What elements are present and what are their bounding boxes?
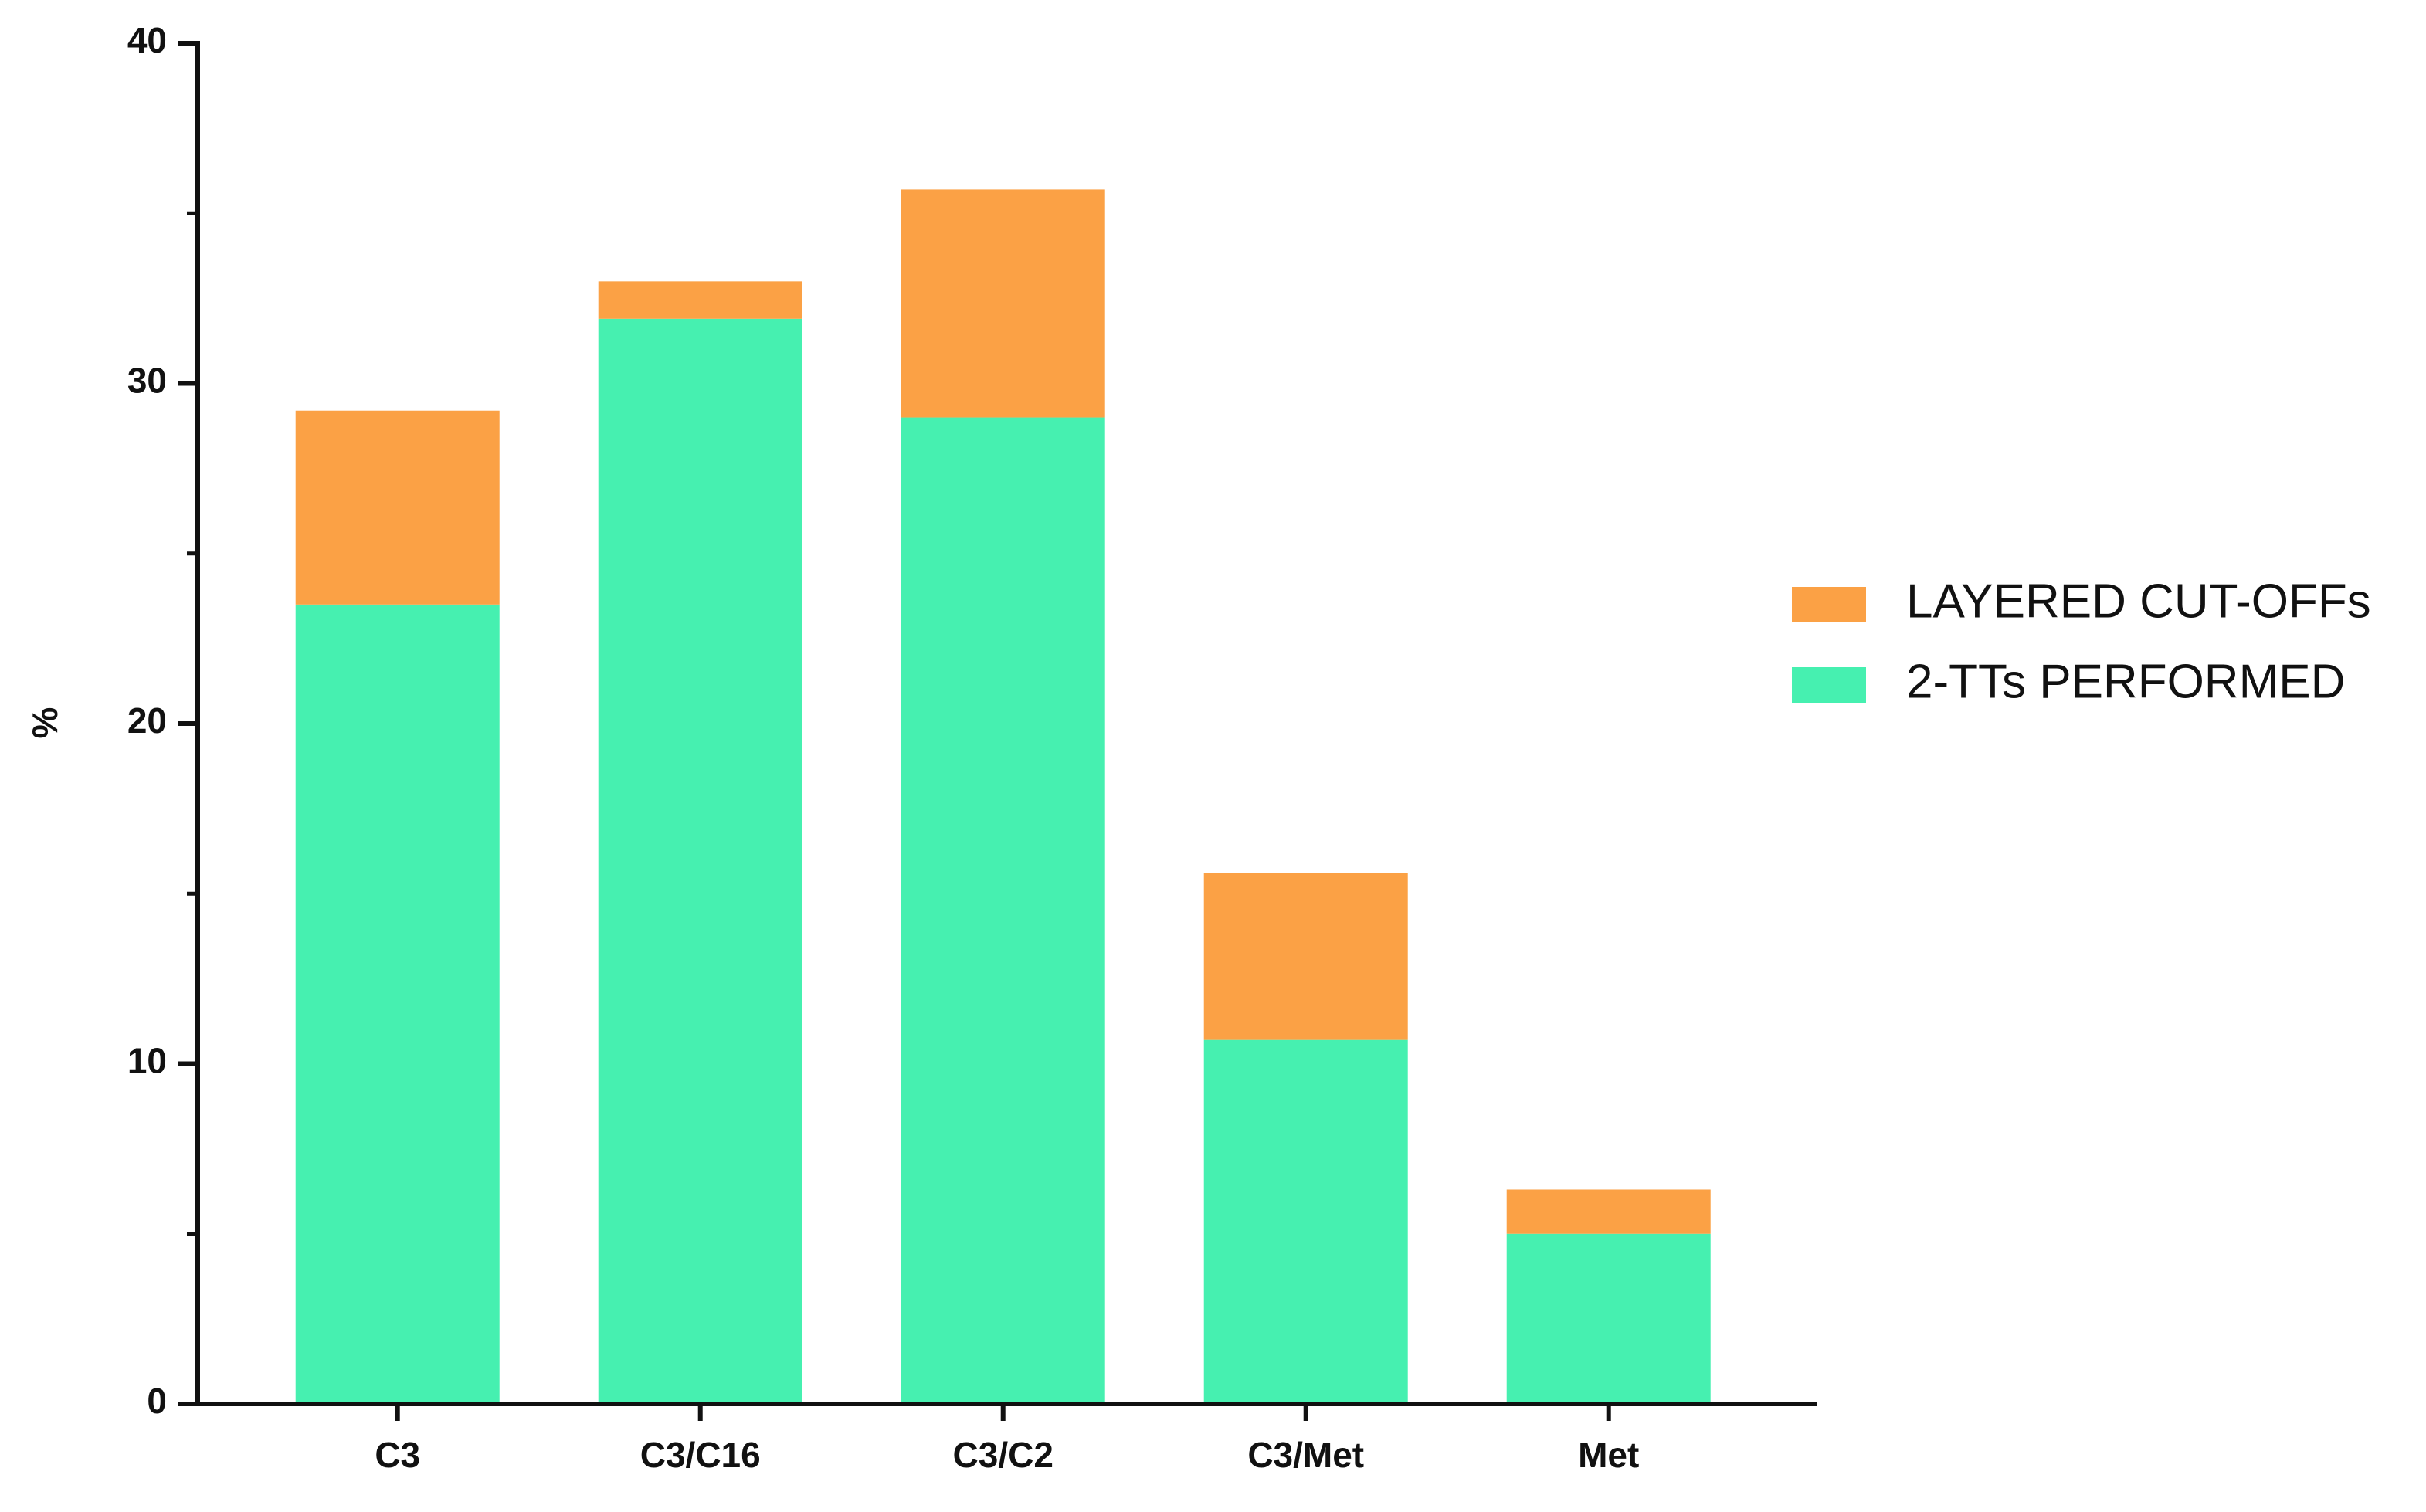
y-tick-label: 30 xyxy=(127,361,167,401)
bar-segment xyxy=(901,417,1105,1404)
y-tick-label: 40 xyxy=(127,20,167,60)
legend-swatch xyxy=(1792,667,1866,703)
legend-swatch xyxy=(1792,587,1866,622)
y-tick-label: 0 xyxy=(147,1381,167,1421)
x-tick-label: C3/C2 xyxy=(953,1435,1054,1475)
bar-segment xyxy=(598,318,802,1405)
y-tick-label: 10 xyxy=(127,1041,167,1081)
bar-segment xyxy=(295,604,500,1405)
legend-label: LAYERED CUT-OFFs xyxy=(1906,575,2371,628)
bar-segment xyxy=(295,410,500,605)
bar-segment xyxy=(1203,873,1408,1040)
bar-segment xyxy=(1203,1039,1408,1404)
y-axis-label: % xyxy=(25,707,65,739)
bar-segment xyxy=(598,281,802,319)
bar-segment xyxy=(1506,1233,1711,1404)
x-tick-label: C3 xyxy=(375,1435,420,1475)
x-tick-label: C3/Met xyxy=(1247,1435,1364,1475)
x-tick-label: Met xyxy=(1578,1435,1639,1475)
x-tick-label: C3/C16 xyxy=(640,1435,761,1475)
bar-segment xyxy=(901,189,1105,418)
bar-segment xyxy=(1506,1189,1711,1234)
y-tick-label: 20 xyxy=(127,700,167,741)
legend-label: 2-TTs PERFORMED xyxy=(1906,655,2345,708)
